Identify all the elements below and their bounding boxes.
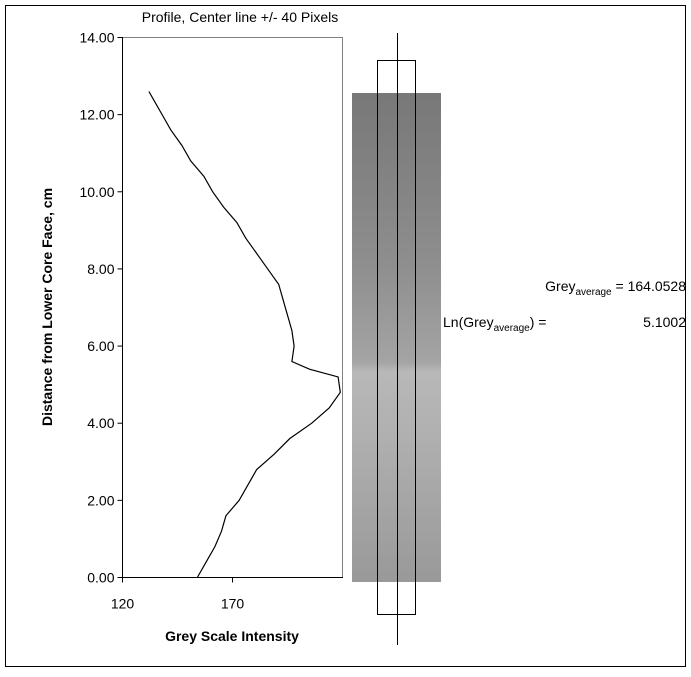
y-tick-label: 14.00 [79, 30, 114, 46]
sample-window [377, 60, 416, 615]
y-tick-label: 12.00 [79, 107, 114, 123]
annotation-value: 5.1002 [643, 314, 686, 330]
annotation-rest: = [612, 278, 628, 294]
annotation: Greyaverage = 164.0528 [545, 278, 686, 298]
annotation: Ln(Greyaverage) = [443, 314, 546, 334]
y-tick-label: 8.00 [87, 261, 114, 277]
plot-area [122, 37, 343, 578]
x-axis-label: Grey Scale Intensity [165, 628, 299, 644]
y-tick-label: 2.00 [87, 492, 114, 508]
profile-line [148, 91, 341, 578]
annotation-base: Grey [545, 278, 575, 294]
y-tick-label: 6.00 [87, 338, 114, 354]
y-axis-label: Distance from Lower Core Face, cm [39, 188, 55, 426]
y-tick-label: 4.00 [87, 415, 114, 431]
x-tick-label: 120 [111, 596, 135, 612]
annotation-subscript: average [494, 323, 531, 334]
annotation-subscript: average [575, 287, 612, 298]
annotation-rest: ) = [530, 314, 547, 330]
core-image [352, 93, 441, 582]
chart-title: Profile, Center line +/- 40 Pixels [142, 9, 338, 25]
y-tick-label: 10.00 [79, 184, 114, 200]
annotation-value: 164.0528 [628, 278, 687, 294]
outer-frame [5, 5, 686, 667]
y-tick-label: 0.00 [87, 570, 114, 586]
annotation-base: Ln(Grey [443, 314, 494, 330]
x-tick-label: 170 [221, 596, 245, 612]
